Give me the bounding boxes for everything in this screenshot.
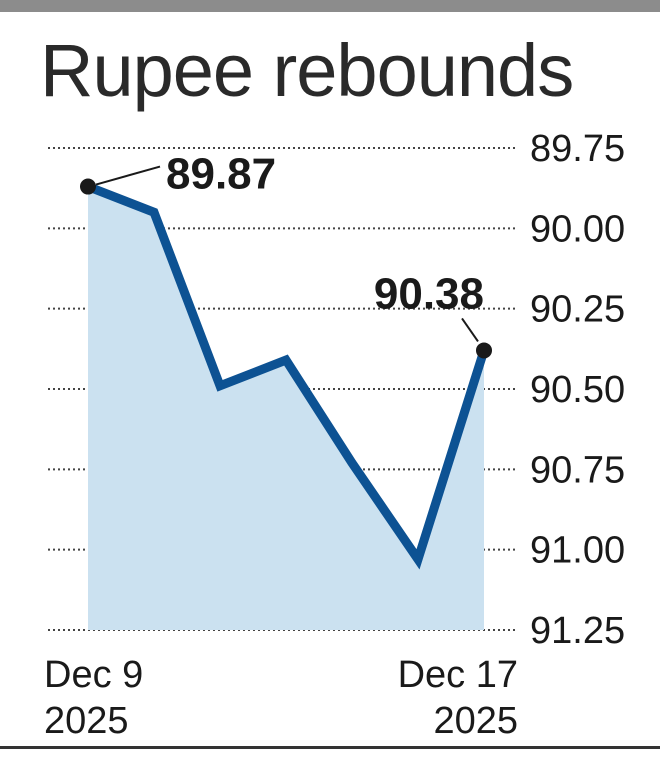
y-tick-label-5: 91.00 <box>530 530 625 572</box>
x-tick-label-end-line1: Dec 17 <box>397 654 518 696</box>
y-tick-label-4: 90.75 <box>530 449 625 491</box>
x-tick-label-end: Dec 17 2025 <box>398 652 518 744</box>
annotation-leader-1 <box>461 317 479 343</box>
x-tick-label-end-line2: 2025 <box>433 700 518 742</box>
x-tick-label-start: Dec 9 2025 <box>44 652 143 744</box>
area-fill-layer <box>88 186 484 630</box>
top-rule <box>0 0 660 12</box>
x-tick-label-start-line1: Dec 9 <box>44 654 144 696</box>
annotation-point-1 <box>476 342 492 359</box>
series-line <box>86 182 489 570</box>
y-tick-label-2: 90.25 <box>530 289 625 331</box>
annotation-label-0: 89.87 <box>166 150 276 199</box>
annotation-label-1: 90.38 <box>374 269 484 318</box>
y-tick-label-3: 90.50 <box>530 369 625 411</box>
area-fill <box>88 186 484 630</box>
annotations: 89.87 90.38 <box>80 150 492 359</box>
chart-title: Rupee rebounds <box>40 29 574 112</box>
y-tick-label-1: 90.00 <box>530 208 625 250</box>
series-line-layer <box>86 182 489 570</box>
y-tick-labels: 89.75 90.00 90.25 90.50 90.75 91.00 91.25 <box>530 128 625 652</box>
x-tick-label-start-line2: 2025 <box>44 700 129 742</box>
annotation-point-0 <box>80 178 96 195</box>
y-tick-label-6: 91.25 <box>530 610 625 652</box>
annotation-leader-0 <box>95 165 161 186</box>
bottom-rule <box>0 746 660 749</box>
y-tick-label-0: 89.75 <box>530 128 625 170</box>
